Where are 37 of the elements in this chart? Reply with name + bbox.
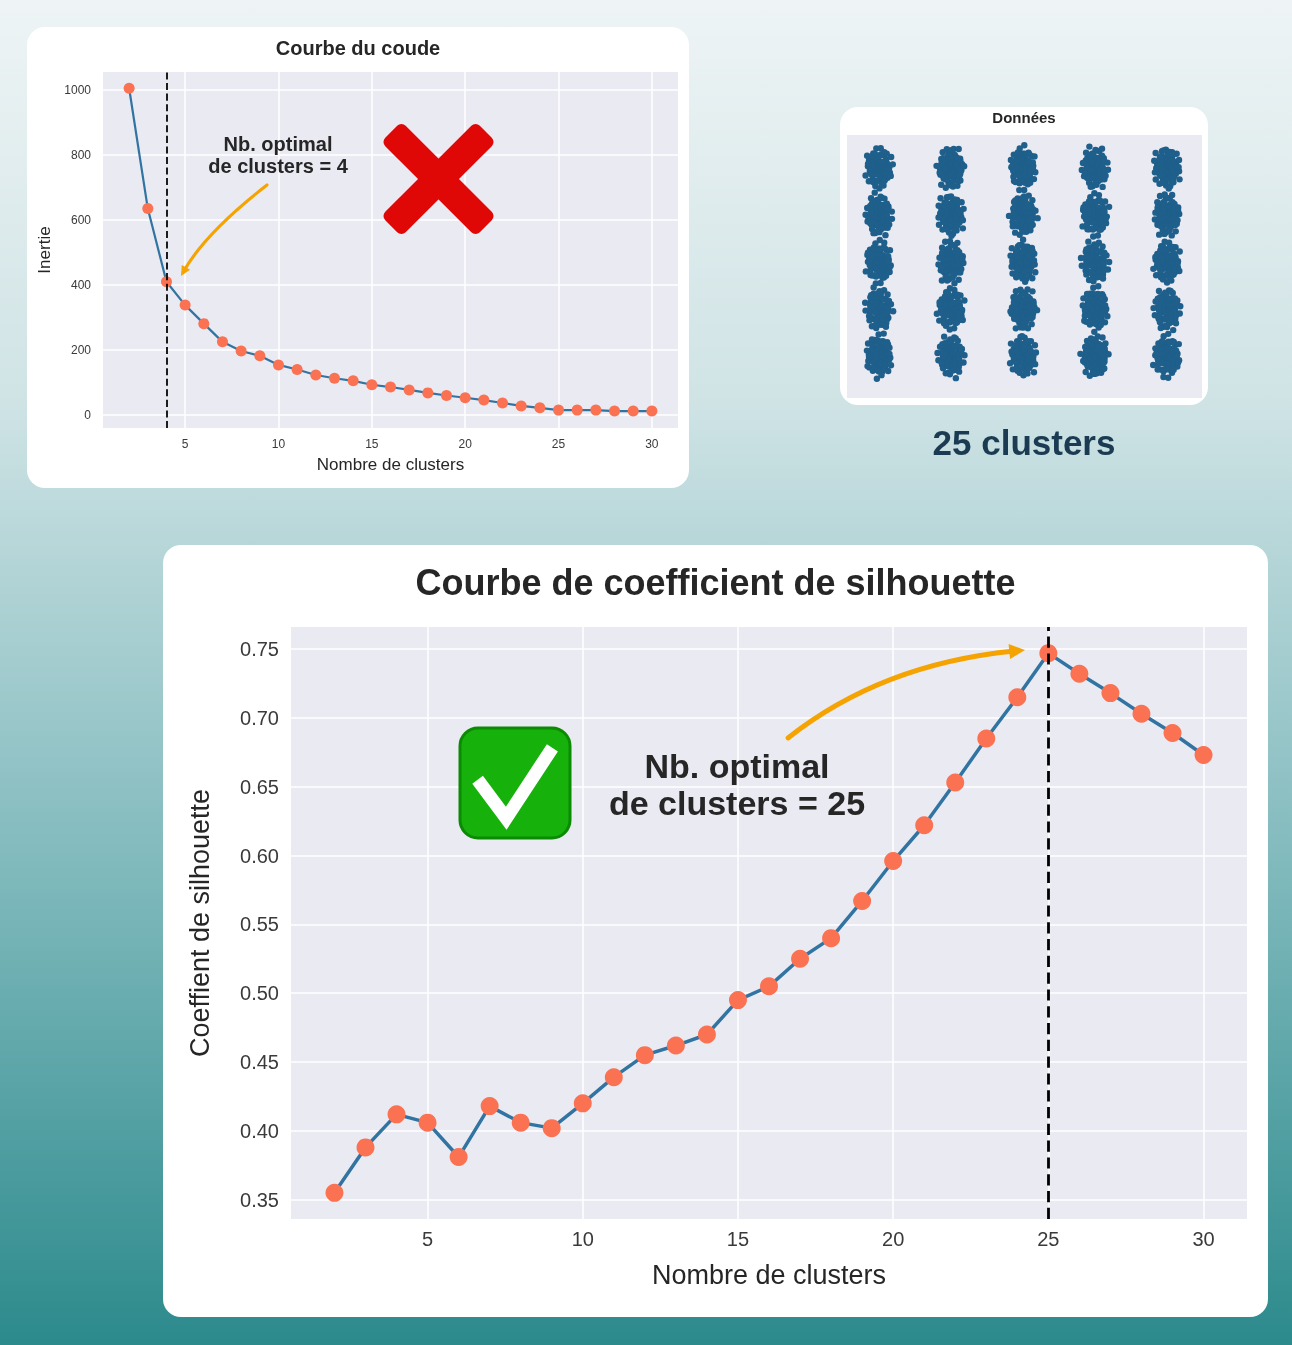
y-axis-title: Coeffient de silhouette <box>184 788 215 1058</box>
x-tick-label: 10 <box>571 1228 594 1250</box>
x-tick-label: 20 <box>458 437 473 451</box>
y-axis-title: Inertie <box>35 226 55 274</box>
annotation: Nb. optimal de clusters = 4 <box>208 133 348 177</box>
x-tick-label: 15 <box>726 1228 750 1250</box>
text: 25 clusters <box>931 423 1117 463</box>
y-tick-label: 400 <box>70 277 92 292</box>
y-tick-label: 0.75 <box>240 638 279 661</box>
x-axis-title: Nombre de clusters <box>316 455 465 474</box>
x-tick-label: 5 <box>181 437 189 451</box>
annotation: Nb. optimal de clusters = 25 <box>608 746 866 823</box>
x-tick-label: 30 <box>645 437 659 451</box>
y-tick-label: 0.40 <box>240 1119 279 1142</box>
x-tick-label: 15 <box>365 437 379 451</box>
text: Données <box>991 109 1057 126</box>
chart-title: Courbe de coefficient de silhouette <box>415 561 1016 603</box>
x-tick-label: 10 <box>271 437 286 451</box>
x-tick-label: 30 <box>1192 1228 1215 1250</box>
y-tick-label: 0.35 <box>240 1188 279 1211</box>
y-tick-label: 0.55 <box>240 913 279 936</box>
x-axis-title: Nombre de clusters <box>651 1259 887 1290</box>
x-tick-label: 25 <box>551 437 566 451</box>
y-tick-label: 0.45 <box>240 1051 279 1074</box>
x-tick-label: 25 <box>1037 1228 1060 1250</box>
chart-title: Courbe du coude <box>275 37 441 59</box>
y-tick-label: 0 <box>84 408 92 422</box>
x-tick-label: 5 <box>422 1228 434 1250</box>
y-tick-label: 0.60 <box>240 844 279 867</box>
y-tick-label: 600 <box>70 212 92 227</box>
y-tick-label: 800 <box>70 147 92 162</box>
y-tick-label: 0.70 <box>240 706 279 729</box>
y-tick-label: 200 <box>70 342 92 357</box>
y-tick-label: 0.65 <box>240 775 279 798</box>
x-tick-label: 20 <box>882 1228 905 1250</box>
y-tick-label: 1000 <box>64 82 92 97</box>
y-tick-label: 0.50 <box>240 982 279 1005</box>
